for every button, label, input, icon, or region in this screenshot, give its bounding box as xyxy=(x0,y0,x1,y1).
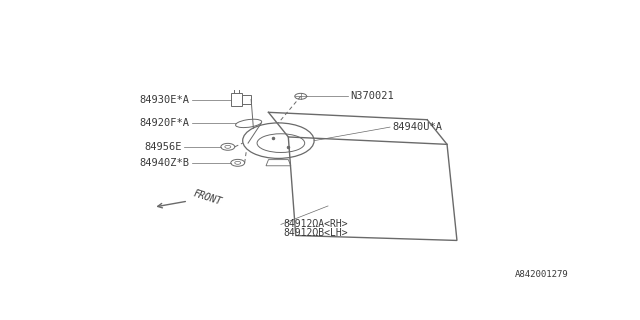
Text: FRONT: FRONT xyxy=(191,188,223,207)
Text: 84912ΩB<LH>: 84912ΩB<LH> xyxy=(284,228,348,238)
Text: 84912ΩA<RH>: 84912ΩA<RH> xyxy=(284,220,348,229)
Text: 84940Z*B: 84940Z*B xyxy=(139,158,189,168)
Text: 84956E: 84956E xyxy=(144,142,182,152)
Text: 84940U*A: 84940U*A xyxy=(392,122,442,132)
Text: A842001279: A842001279 xyxy=(515,270,568,279)
Text: N370021: N370021 xyxy=(350,91,394,101)
Bar xyxy=(242,95,251,104)
Text: 84930E*A: 84930E*A xyxy=(139,94,189,105)
Text: 84920F*A: 84920F*A xyxy=(139,118,189,128)
Bar xyxy=(231,93,242,106)
